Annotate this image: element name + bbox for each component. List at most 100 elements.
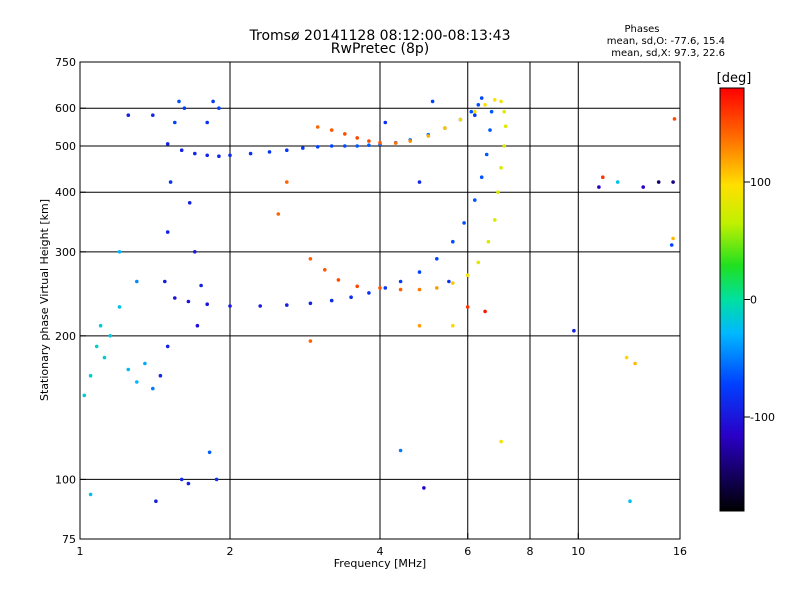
data-point (126, 367, 131, 372)
data-point (179, 148, 184, 152)
data-point (323, 268, 327, 272)
chart-title-line2: RwPretec (8p) (331, 41, 429, 57)
data-point (465, 273, 470, 278)
colorbar-ticks: 100 0 -100 (744, 176, 775, 424)
data-point (641, 185, 645, 189)
data-point (435, 257, 439, 261)
data-point (601, 175, 605, 179)
stats-heading: Phases (624, 24, 659, 35)
data-point (343, 132, 347, 136)
data-point (248, 151, 253, 156)
y-tick-label: 300 (55, 246, 76, 259)
data-point (493, 98, 497, 102)
data-point (177, 99, 181, 104)
data-point (430, 99, 435, 104)
data-point (597, 185, 601, 189)
data-point (367, 291, 371, 295)
x-axis-ticks: 1 2 4 6 8 10 16 (77, 533, 687, 558)
data-point (179, 477, 184, 482)
data-point (417, 270, 422, 274)
data-point (572, 328, 576, 333)
data-point (462, 221, 466, 225)
y-tick-label: 600 (55, 102, 76, 115)
data-point (458, 117, 463, 122)
data-point (349, 295, 353, 300)
data-point (285, 148, 289, 152)
data-point (88, 492, 93, 497)
data-point (108, 334, 112, 338)
data-point (143, 361, 147, 366)
data-point (417, 323, 422, 328)
data-point (163, 279, 167, 284)
x-axis-label: Frequency [MHz] (334, 557, 426, 570)
data-point (98, 323, 103, 328)
data-point (628, 499, 632, 504)
data-point (186, 299, 191, 304)
data-point (165, 142, 170, 146)
data-point (308, 339, 313, 343)
data-point (165, 230, 170, 234)
data-point (285, 303, 289, 307)
data-point (193, 250, 197, 254)
data-point (502, 109, 507, 114)
data-point (426, 134, 431, 138)
data-point (378, 286, 382, 290)
data-point (355, 136, 360, 140)
stats-line-x: mean, sd,X: 97.3, 22.6 (611, 48, 725, 59)
data-point (214, 477, 219, 482)
data-point (496, 190, 500, 194)
data-point (228, 153, 232, 158)
data-point (367, 143, 371, 147)
data-point (195, 323, 200, 328)
data-point (336, 278, 341, 282)
data-point (165, 344, 170, 349)
y-axis-ticks: 75 100 200 300 400 500 600 750 (55, 56, 86, 546)
data-point (276, 212, 281, 216)
y-tick-label: 750 (55, 56, 76, 69)
data-point (211, 99, 215, 104)
data-point (285, 180, 289, 184)
data-point (94, 344, 99, 349)
data-point (173, 120, 177, 125)
data-point (82, 393, 87, 398)
data-point (479, 175, 484, 179)
data-point (329, 298, 334, 303)
data-point (199, 283, 203, 288)
data-point (476, 103, 481, 107)
colorbar-tick-label: 0 (750, 294, 757, 307)
x-tick-label: 8 (527, 545, 534, 558)
data-point (301, 146, 305, 150)
data-points (82, 96, 677, 504)
data-point (151, 386, 155, 391)
data-point (493, 218, 497, 222)
data-point (447, 279, 451, 284)
data-point (329, 128, 334, 132)
data-point (151, 113, 155, 117)
data-point (489, 109, 494, 114)
data-point (451, 239, 455, 244)
x-tick-label: 1 (77, 545, 84, 558)
data-point (484, 152, 489, 157)
data-point (473, 113, 477, 117)
data-point (315, 145, 320, 149)
y-tick-label: 100 (55, 473, 76, 486)
data-point (205, 120, 209, 125)
x-tick-label: 16 (673, 545, 687, 558)
data-point (473, 198, 477, 202)
grid-lines (80, 62, 680, 539)
data-point (329, 144, 334, 148)
chart-title-line1: Tromsø 20141128 08:12:00-08:13:43 (249, 28, 511, 44)
y-axis-label: Stationary phase Virtual Height [km] (38, 199, 51, 401)
data-point (451, 281, 455, 285)
data-point (135, 380, 139, 384)
x-tick-label: 4 (377, 545, 384, 558)
colorbar-unit-label: [deg] (717, 71, 752, 86)
data-point (205, 302, 209, 307)
data-point (308, 301, 313, 306)
data-point (615, 180, 620, 184)
data-point (476, 260, 481, 265)
data-point (102, 355, 107, 360)
data-point (499, 99, 503, 104)
data-point (158, 373, 163, 378)
